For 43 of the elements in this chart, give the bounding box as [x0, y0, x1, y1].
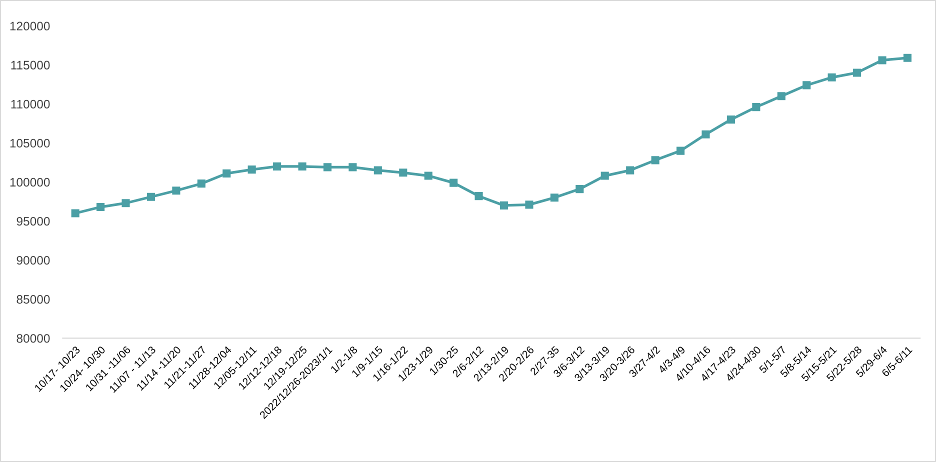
point	[323, 163, 332, 172]
y-tick-label: 100000	[10, 178, 50, 187]
point	[71, 209, 80, 218]
y-tick-label: 90000	[16, 256, 50, 265]
point	[903, 54, 912, 62]
point	[222, 169, 231, 178]
point	[702, 130, 710, 138]
point	[576, 185, 584, 194]
point	[474, 192, 483, 200]
point	[348, 163, 357, 172]
point	[726, 116, 735, 124]
point	[424, 172, 432, 180]
point	[500, 201, 508, 210]
point	[248, 166, 256, 174]
point	[146, 192, 155, 201]
y-tick-label: 85000	[16, 295, 50, 304]
point	[600, 172, 609, 180]
point	[626, 166, 634, 174]
y-tick-label: 110000	[11, 100, 50, 108]
point	[550, 194, 558, 202]
point	[298, 162, 306, 170]
point	[752, 103, 760, 112]
y-tick-label: 105000	[10, 138, 50, 148]
point	[96, 202, 105, 212]
point	[651, 156, 660, 164]
point	[802, 81, 811, 90]
point	[197, 180, 206, 188]
point	[122, 199, 130, 208]
y-tick-label: 95000	[16, 216, 50, 226]
point	[853, 68, 862, 77]
y-tick-label: 80000	[16, 334, 50, 343]
point	[878, 56, 886, 64]
point	[273, 162, 282, 170]
point	[777, 92, 786, 100]
point	[399, 168, 408, 177]
y-tick-label: 115000	[11, 60, 50, 70]
point	[676, 146, 685, 155]
point	[828, 73, 836, 82]
point	[450, 178, 458, 187]
point	[374, 166, 382, 174]
point	[172, 186, 180, 195]
point	[525, 200, 534, 209]
y-tick-label: 120000	[10, 22, 50, 30]
